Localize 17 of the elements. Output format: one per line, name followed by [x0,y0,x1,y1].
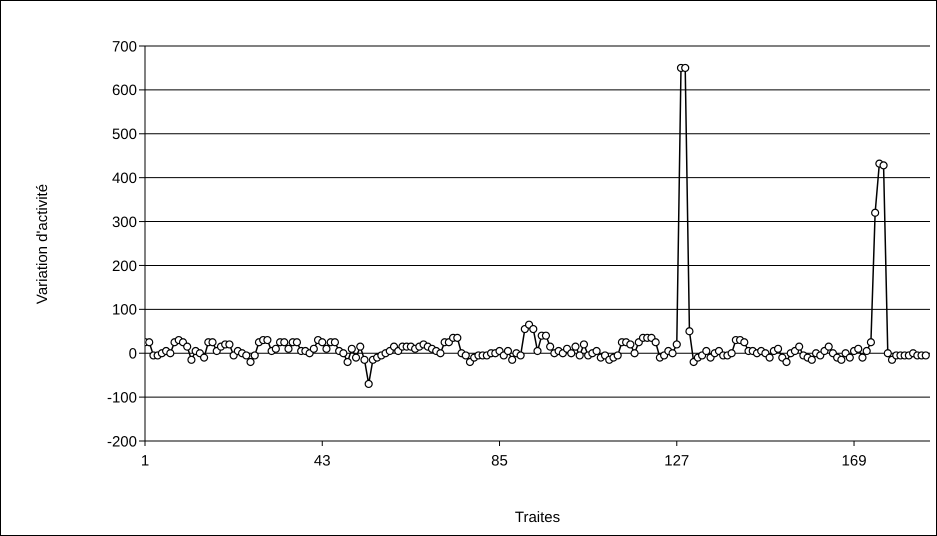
x-axis-title: Traites [514,509,562,527]
y-tick-label: -100 [106,389,137,406]
y-tick-label: 0 [128,346,137,363]
x-tick-label: 85 [491,452,508,470]
y-tick-label: 200 [112,258,137,275]
y-tick-label: 100 [112,302,137,319]
x-tick-label: 169 [842,452,867,470]
y-axis-title: Variation d'activité [34,184,51,304]
x-tick-label: 1 [140,452,150,470]
y-tick-label: 600 [112,82,137,100]
y-tick-label: -200 [106,433,137,450]
x-tick-label: 127 [664,452,690,470]
x-tick-label: 43 [314,452,331,470]
y-tick-label: 400 [112,170,137,187]
y-tick-label: 500 [112,126,137,144]
y-tick-label: 300 [112,214,137,231]
y-tick-label: 700 [112,38,137,56]
